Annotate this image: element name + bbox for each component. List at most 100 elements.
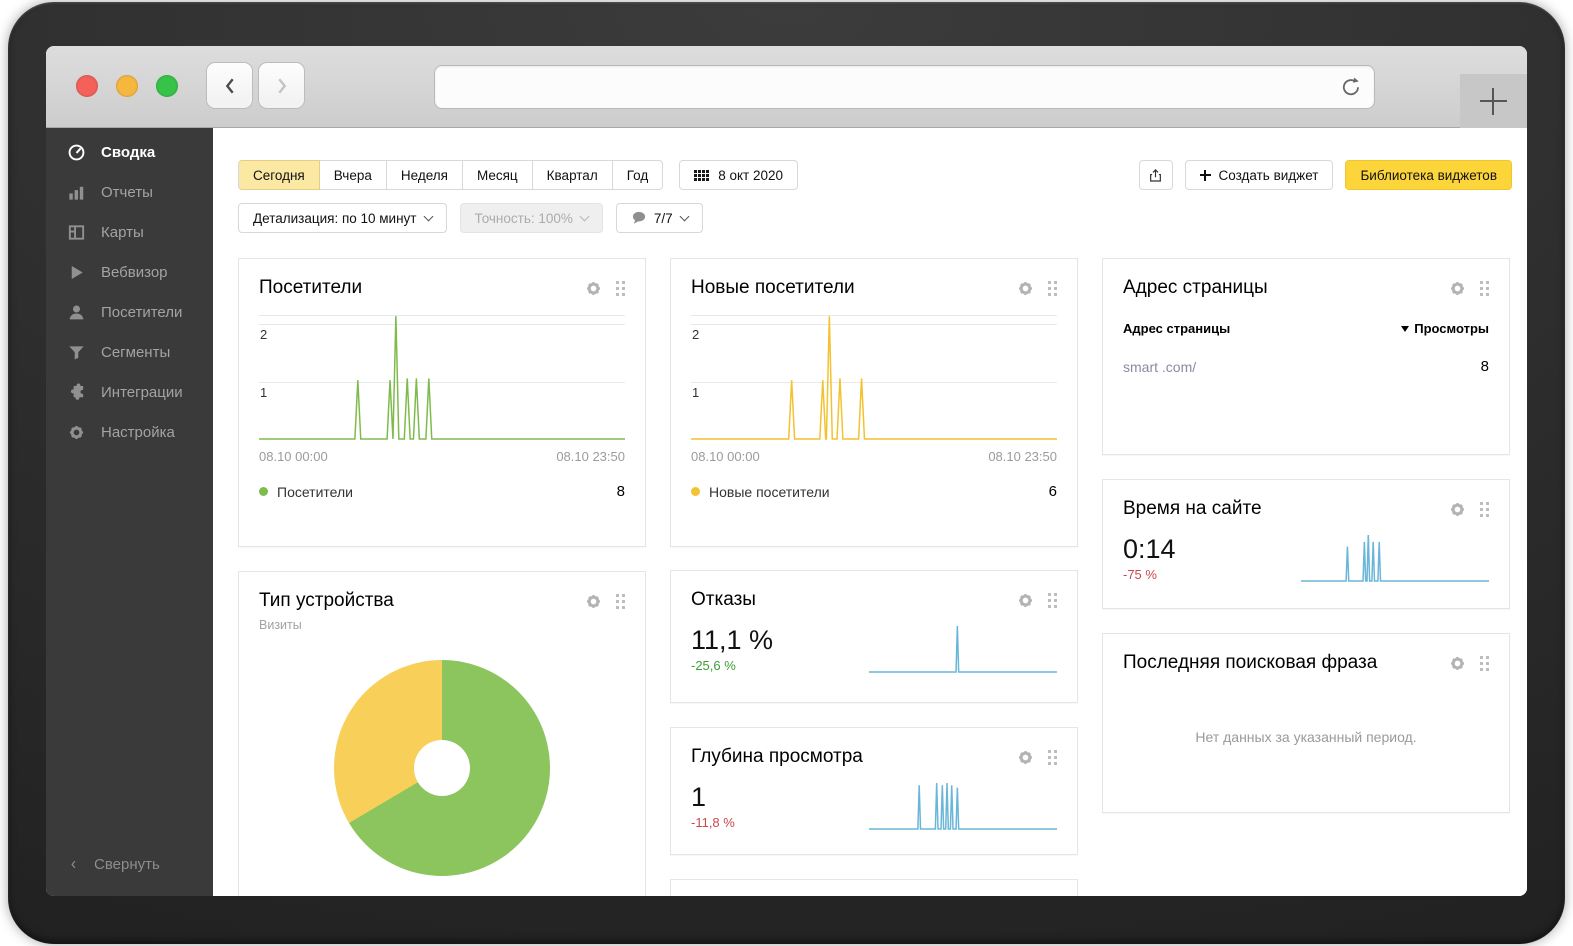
- period-today-button[interactable]: Сегодня: [238, 160, 320, 190]
- widget-drag-handle-icon[interactable]: [615, 280, 625, 297]
- widget-settings-gear-icon[interactable]: [1016, 279, 1035, 298]
- collapse-label: Свернуть: [94, 855, 160, 873]
- column-header-views-sort[interactable]: Просмотры: [1401, 321, 1489, 336]
- widget-settings-gear-icon[interactable]: [584, 279, 603, 298]
- minimize-window-button[interactable]: [116, 75, 138, 97]
- widget-drag-handle-icon[interactable]: [1479, 655, 1489, 672]
- widget-drag-handle-icon[interactable]: [1047, 749, 1057, 766]
- create-widget-label: Создать виджет: [1218, 167, 1319, 183]
- widget-bounces: Отказы 11,1 % -25,6 %: [670, 570, 1078, 703]
- x-axis-end-label: 08.10 23:50: [556, 449, 625, 464]
- sidebar-item-maps[interactable]: Карты: [46, 212, 213, 252]
- sidebar-item-integrations[interactable]: Интеграции: [46, 372, 213, 412]
- widget-title: Последняя поисковая фраза: [1123, 652, 1378, 673]
- period-yesterday-button[interactable]: Вчера: [319, 160, 387, 190]
- sidebar-item-label: Сводка: [101, 143, 156, 161]
- legend-total: 8: [616, 483, 625, 500]
- browser-window: Сводка Отчеты Карты Вебвизор Посетители: [46, 46, 1527, 896]
- address-bar[interactable]: [434, 65, 1375, 109]
- widget-drag-handle-icon[interactable]: [1047, 592, 1057, 609]
- date-picker-button[interactable]: 8 окт 2020: [679, 160, 798, 190]
- empty-state-text: Нет данных за указанный период.: [1195, 729, 1417, 745]
- period-quarter-button[interactable]: Квартал: [532, 160, 613, 190]
- widget-drag-handle-icon[interactable]: [1047, 280, 1057, 297]
- page-depth-sparkline: [869, 778, 1057, 830]
- date-label: 8 окт 2020: [718, 167, 783, 183]
- metric-delta: -11,8 %: [691, 815, 735, 830]
- calendar-grid-icon: [694, 169, 710, 181]
- detalization-dropdown[interactable]: Детализация: по 10 минут: [238, 203, 447, 233]
- widget-settings-gear-icon[interactable]: [1448, 654, 1467, 673]
- widget-title: Глубина просмотра: [691, 746, 863, 767]
- metrica-app: Сводка Отчеты Карты Вебвизор Посетители: [46, 128, 1527, 896]
- layout-icon: [67, 223, 86, 242]
- sidebar-item-segments[interactable]: Сегменты: [46, 332, 213, 372]
- widget-settings-gear-icon[interactable]: [1448, 279, 1467, 298]
- export-button[interactable]: [1138, 160, 1173, 190]
- create-widget-button[interactable]: Создать виджет: [1184, 160, 1334, 190]
- new-tab-button[interactable]: [1460, 74, 1527, 128]
- device-bezel: Сводка Отчеты Карты Вебвизор Посетители: [8, 2, 1565, 944]
- browser-forward-button[interactable]: [258, 62, 305, 109]
- gauge-icon: [67, 143, 86, 162]
- chevron-left-icon: [221, 75, 239, 97]
- legend-total: 6: [1048, 483, 1057, 500]
- widget-settings-gear-icon[interactable]: [1448, 500, 1467, 519]
- device-type-donut-chart: [334, 660, 550, 876]
- x-axis-end-label: 08.10 23:50: [988, 449, 1057, 464]
- widget-drag-handle-icon[interactable]: [1479, 501, 1489, 518]
- metric-value: 0:14: [1123, 534, 1176, 564]
- detalization-label: Детализация: по 10 минут: [253, 210, 417, 226]
- toolbar-row-2: Детализация: по 10 минут Точность: 100% …: [238, 203, 1512, 233]
- widget-page-depth: Глубина просмотра 1 -11,8 %: [670, 727, 1078, 855]
- sidebar-item-label: Настройка: [101, 423, 175, 441]
- close-window-button[interactable]: [76, 75, 98, 97]
- comment-bubble-icon: [631, 210, 647, 226]
- column-header-views: Просмотры: [1414, 321, 1489, 336]
- period-year-button[interactable]: Год: [612, 160, 664, 190]
- widget-title: Новые посетители: [691, 277, 855, 298]
- widget-library-button[interactable]: Библиотека виджетов: [1345, 160, 1512, 190]
- widget-drag-handle-icon[interactable]: [1479, 280, 1489, 297]
- widget-subtitle: Визиты: [259, 618, 302, 632]
- sidebar-item-label: Карты: [101, 223, 144, 241]
- url-input[interactable]: [435, 66, 1336, 108]
- accuracy-dropdown[interactable]: Точность: 100%: [459, 203, 603, 233]
- period-month-button[interactable]: Месяц: [462, 160, 533, 190]
- sidebar-item-label: Посетители: [101, 303, 183, 321]
- sidebar-item-reports[interactable]: Отчеты: [46, 172, 213, 212]
- sidebar-item-webvisor[interactable]: Вебвизор: [46, 252, 213, 292]
- sidebar-item-settings[interactable]: Настройка: [46, 412, 213, 452]
- sidebar-item-label: Сегменты: [101, 343, 171, 361]
- zoom-window-button[interactable]: [156, 75, 178, 97]
- metric-value: 1: [691, 782, 707, 812]
- export-icon: [1147, 167, 1164, 184]
- x-axis-start-label: 08.10 00:00: [691, 449, 760, 464]
- sidebar-item-visitors[interactable]: Посетители: [46, 292, 213, 332]
- comments-dropdown[interactable]: 7/7: [615, 203, 703, 233]
- sidebar-item-summary[interactable]: Сводка: [46, 132, 213, 172]
- dashboard-main: Сегодня Вчера Неделя Месяц Квартал Год 8…: [213, 128, 1527, 896]
- window-controls: [76, 75, 178, 97]
- widget-title: Отказы: [691, 589, 756, 610]
- puzzle-icon: [67, 383, 86, 402]
- page-views-value: 8: [1480, 358, 1489, 375]
- period-week-button[interactable]: Неделя: [386, 160, 463, 190]
- page-url-link[interactable]: smart .com/: [1123, 358, 1197, 375]
- browser-back-button[interactable]: [206, 62, 253, 109]
- widget-drag-handle-icon[interactable]: [615, 593, 625, 610]
- widget-settings-gear-icon[interactable]: [1016, 748, 1035, 767]
- widget-settings-gear-icon[interactable]: [584, 592, 603, 611]
- sidebar-item-label: Интеграции: [101, 383, 183, 401]
- widget-settings-gear-icon[interactable]: [1016, 591, 1035, 610]
- sidebar-collapse-button[interactable]: Свернуть: [46, 846, 213, 882]
- legend-label: Посетители: [277, 483, 353, 500]
- reload-button[interactable]: [1336, 72, 1366, 102]
- legend-dot: [691, 487, 700, 496]
- browser-toolbar: [46, 46, 1527, 128]
- widget-column-3: Адрес страницы Адрес страницы: [1102, 258, 1510, 813]
